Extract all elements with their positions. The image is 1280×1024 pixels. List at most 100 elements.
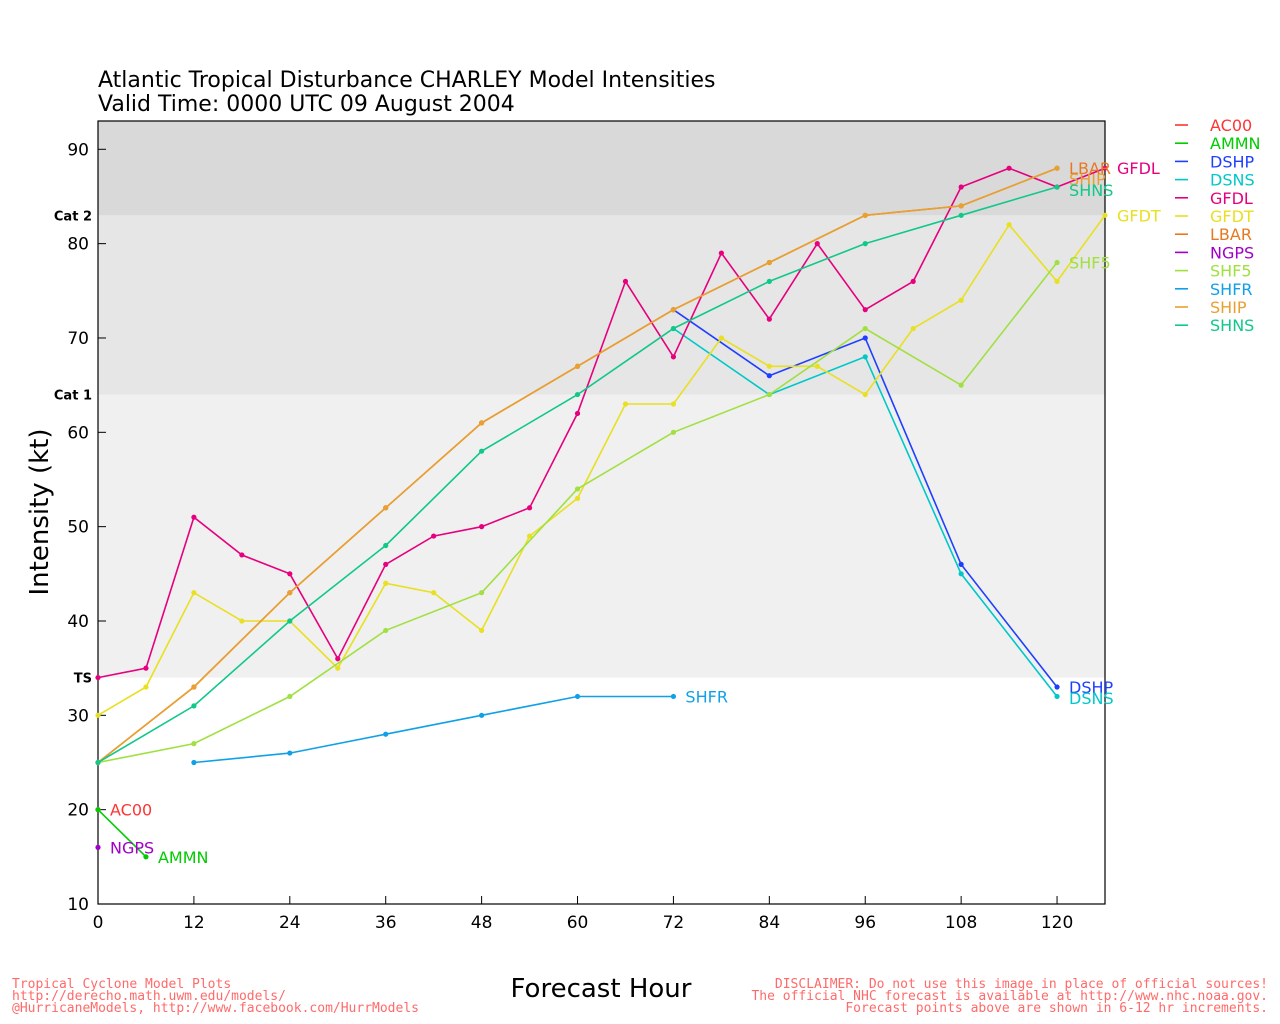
footer-left-line-2: http://derecho.math.uwm.edu/models/ [12,989,286,1004]
series-ammn [95,807,149,860]
data-point-gfdt-6 [143,684,149,690]
data-point-gfdt-126 [1102,212,1108,218]
data-point-gfdt-72 [670,401,677,407]
chart-title: Atlantic Tropical Disturbance CHARLEY Mo… [98,68,716,93]
data-point-dshp-96 [862,335,868,341]
series-line-shfr [193,695,674,764]
series-end-label-gfdl: GFDL [1117,159,1160,178]
y-tick-label-60: 60 [67,423,89,443]
x-tick-label-108: 108 [945,913,977,933]
data-point-gfdt-42 [431,590,437,596]
series-end-label-gfdt: GFDT [1117,206,1161,225]
data-point-dshp-120 [1054,684,1060,690]
legend-label-ac00: AC00 [1210,116,1252,135]
legend-label-dshp: DSHP [1210,152,1255,171]
data-point-gfdt-78 [718,335,724,341]
series-gfdl [95,165,1108,681]
data-point-gfdl-42 [431,533,437,539]
data-point-shf5-48 [479,590,485,596]
legend-label-gfdt: GFDT [1210,207,1254,226]
series-end-label-lbar: LBAR [1069,159,1111,178]
data-point-gfdt-108 [958,297,964,303]
data-point-ship-120 [1054,165,1060,171]
data-point-gfdl-96 [862,307,868,313]
data-point-gfdl-6 [143,665,149,671]
legend-label-ship: SHIP [1210,298,1247,317]
series-line-ammn [97,809,147,858]
data-point-shf5-60 [574,486,581,492]
data-point-dshp-108 [958,561,964,567]
x-tick-label-120: 120 [1041,913,1073,933]
data-point-gfdl-72 [670,354,677,360]
data-point-shfr-36 [383,731,389,737]
legend-label-ngps: NGPS [1210,243,1254,262]
data-point-gfdl-36 [383,561,389,567]
data-point-ngps-0 [95,844,101,850]
legend-label-dsns: DSNS [1210,171,1255,190]
series-shf5 [95,259,1060,766]
legend-label-shf5: SHF5 [1210,262,1252,281]
series-end-label-shns: SHNS [1069,181,1113,200]
data-point-gfdt-84 [766,363,772,369]
footer-right-line-1: DISCLAIMER: Do not use this image in pla… [775,977,1268,992]
data-point-shfr-48 [479,712,485,718]
footer-left: Tropical Cyclone Model Plots http://dere… [12,977,419,1016]
series-end-label-shfr: SHFR [685,687,728,706]
footer-right-line-2: The official NHC forecast is available a… [751,989,1268,1004]
data-point-shns-48 [479,448,485,454]
data-point-shf5-24 [287,693,293,700]
band-label-cat-1: Cat 1 [54,389,92,404]
data-point-shf5-96 [862,325,868,332]
data-point-gfdt-36 [383,580,389,586]
data-point-shf5-108 [958,382,964,388]
data-point-gfdl-30 [335,656,341,662]
series-end-label-dshp: DSHP [1069,678,1114,697]
data-point-shns-0 [95,759,101,766]
data-point-gfdt-90 [814,363,820,369]
legend-label-shfr: SHFR [1210,280,1253,299]
data-point-ammn-6 [143,854,149,860]
data-point-shns-120 [1054,184,1060,190]
series-shns [95,184,1060,766]
data-point-gfdl-48 [479,524,485,530]
legend-label-gfdl: GFDL [1210,189,1253,208]
data-point-gfdl-60 [574,410,581,417]
data-point-gfdt-96 [862,391,868,398]
y-tick-label-50: 50 [67,518,89,538]
data-point-gfdl-126 [1102,165,1108,171]
data-point-shns-108 [958,212,964,218]
band-label-cat-2: Cat 2 [54,209,92,224]
data-point-shns-84 [766,278,772,284]
data-point-shns-36 [383,542,389,549]
y-tick-label-30: 30 [67,706,89,726]
series-end-label-dsns: DSNS [1069,689,1114,708]
data-point-shfr-60 [574,693,581,700]
band-label-ts: TS [74,672,92,687]
series-gfdt [95,212,1108,718]
data-point-shns-12 [191,703,197,709]
series-end-label-ship: SHIP [1069,170,1106,189]
data-point-gfdl-66 [622,278,629,284]
data-point-shf5-72 [670,429,677,435]
data-point-dsns-96 [862,354,868,360]
footer-left-line-1: Tropical Cyclone Model Plots [12,977,231,992]
data-point-gfdt-48 [479,627,485,634]
chart-subtitle: Valid Time: 0000 UTC 09 August 2004 [98,92,515,117]
data-point-ship-60 [574,363,581,369]
x-tick-label-36: 36 [375,913,397,933]
series-end-label-shf5: SHF5 [1069,254,1111,273]
x-tick-label-48: 48 [471,913,493,933]
series-end-label-ac00: AC00 [110,801,152,820]
series-end-label-ammn: AMMN [158,848,209,867]
data-point-gfdt-114 [1006,222,1012,228]
data-point-ship-48 [479,420,485,426]
data-point-gfdl-102 [910,278,916,284]
intensity-bands: TS Cat 1 Cat 2 [54,121,1105,687]
data-point-shns-96 [862,241,868,247]
data-point-ship-24 [287,590,293,596]
data-point-gfdl-108 [958,184,964,190]
series-ngps [95,844,101,850]
data-point-gfdl-18 [239,552,245,558]
